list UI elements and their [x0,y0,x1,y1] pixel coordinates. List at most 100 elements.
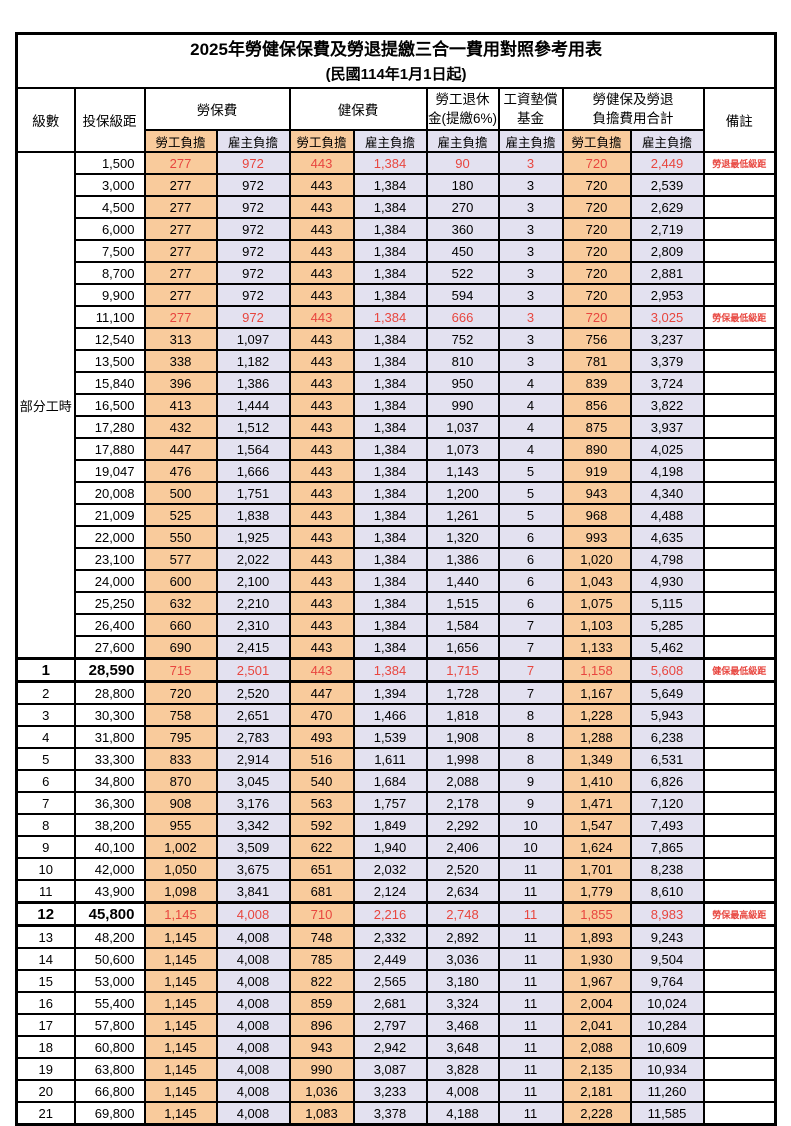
total-employer-cell: 10,284 [629,1013,705,1037]
labor-employer-cell: 4,008 [215,969,291,993]
total-worker-cell: 993 [561,525,632,549]
health-employer-cell: 1,384 [352,525,428,549]
pension-employer-cell: 2,892 [425,924,500,949]
pension-employer-cell: 3,828 [425,1057,500,1081]
health-employer-cell: 1,384 [352,173,428,197]
labor-employer-cell: 1,925 [215,525,291,549]
health-employer-cell: 1,384 [352,657,428,683]
total-employer-cell: 5,115 [629,591,705,615]
total-employer-cell: 4,930 [629,569,705,593]
labor-worker-cell: 277 [143,305,218,329]
bracket-cell: 66,800 [73,1079,146,1103]
total-worker-cell: 1,043 [561,569,632,593]
pension-employer-cell: 752 [425,327,500,351]
labor-worker-cell: 1,145 [143,947,218,971]
total-employer-cell: 10,609 [629,1035,705,1059]
bracket-cell: 27,600 [73,635,146,660]
labor-employer-cell: 972 [215,151,291,175]
health-worker-cell: 443 [288,525,355,549]
table-row: 2 28,800 720 2,520 447 1,394 1,728 7 1,167 5,649 [15,680,777,705]
health-worker-cell: 443 [288,349,355,373]
table-row: 16,500 413 1,444 443 1,384 990 4 856 3,822 [17,393,777,417]
pension-employer-cell: 990 [425,393,500,417]
pension-group-header: 勞工退休 金(提繳6%) [425,87,500,131]
pension-employer-cell: 1,143 [425,459,500,483]
health-employer-cell: 1,384 [352,393,428,417]
remark-cell [702,680,777,705]
labor-worker-cell: 908 [143,791,218,815]
bracket-cell: 3,000 [73,173,146,197]
labor-employer-cell: 1,838 [215,503,291,527]
labor-employer-cell: 2,520 [215,680,291,705]
total-worker-cell: 720 [561,217,632,241]
wage-fund-employer-cell: 3 [497,173,564,197]
health-employer-cell: 2,942 [352,1035,428,1059]
header-sub-row: 勞工負擔 雇主負擔 勞工負擔 雇主負擔 雇主負擔 雇主負擔 勞工負擔 雇主負擔 [17,129,776,153]
pension-employer-cell: 1,656 [425,635,500,660]
level-cell: 3 [15,703,76,727]
health-employer-cell: 1,684 [352,769,428,793]
labor-worker-cell: 720 [143,680,218,705]
total-employer-cell: 2,953 [629,283,705,307]
table-row: 部分工時 1,500 277 972 443 1,384 90 3 720 2,449 勞退最低級距 [15,151,777,660]
labor-employer-cell: 1,444 [215,393,291,417]
health-worker-cell: 990 [288,1057,355,1081]
total-employer-cell: 6,238 [629,725,705,749]
health-worker-cell: 443 [288,503,355,527]
health-employer-cell: 1,384 [352,305,428,329]
wage-fund-employer-cell: 3 [497,151,564,175]
health-employer-cell: 1,384 [352,613,428,637]
labor-employer-cell: 2,501 [215,657,291,683]
total-employer-cell: 5,462 [629,635,705,660]
health-employer-cell: 1,384 [352,547,428,571]
total-employer-cell: 4,198 [629,459,705,483]
total-employer-cell: 8,983 [629,901,705,927]
remark-cell [702,371,777,395]
bracket-cell: 45,800 [73,901,146,927]
health-worker-cell: 443 [288,569,355,593]
total-employer-cell: 6,531 [629,747,705,771]
labor-employer-cell: 4,008 [215,991,291,1015]
labor-worker-cell: 550 [143,525,218,549]
labor-worker-cell: 525 [143,503,218,527]
table-row: 5 33,300 833 2,914 516 1,611 1,998 8 1,349 6,531 [15,747,777,771]
table-row: 20,008 500 1,751 443 1,384 1,200 5 943 4,340 [17,481,777,505]
wage-fund-employer-cell: 7 [497,657,564,683]
health-employer-cell: 2,565 [352,969,428,993]
total-worker-cell: 1,288 [561,725,632,749]
wage-fund-employer-cell: 6 [497,591,564,615]
pension-employer-cell: 666 [425,305,500,329]
health-employer-cell: 2,332 [352,924,428,949]
pension-employer-cell: 1,584 [425,613,500,637]
wage-fund-employer-cell: 3 [497,261,564,285]
table-row: 16 55,400 1,145 4,008 859 2,681 3,324 11 2,004 10… [15,991,777,1015]
labor-worker-cell: 1,145 [143,1013,218,1037]
bracket-cell: 6,000 [73,217,146,241]
remark-cell [702,947,777,971]
labor-employer-cell: 3,045 [215,769,291,793]
remark-cell [702,725,777,749]
health-worker-cell: 1,083 [288,1101,355,1126]
labor-worker-cell: 1,098 [143,879,218,904]
total-worker-cell: 2,041 [561,1013,632,1037]
labor-worker-cell: 870 [143,769,218,793]
total-worker-cell: 1,624 [561,835,632,859]
health-worker-cell: 540 [288,769,355,793]
labor-employer-cell: 1,751 [215,481,291,505]
pension-employer-cell: 2,634 [425,879,500,904]
pension-employer-cell: 2,406 [425,835,500,859]
total-worker-cell: 1,779 [561,879,632,904]
bracket-cell: 17,880 [73,437,146,461]
remark-cell [702,569,777,593]
level-cell: 9 [15,835,76,859]
pension-employer-cell: 1,386 [425,547,500,571]
wage-fund-employer-cell: 10 [497,813,564,837]
labor-worker-cell: 432 [143,415,218,439]
table-row: 11,100 277 972 443 1,384 666 3 720 3,025 勞保最低級距 [17,305,777,329]
health-worker-cell: 443 [288,415,355,439]
level-cell: 15 [15,969,76,993]
labor-worker-cell: 447 [143,437,218,461]
bracket-cell: 48,200 [73,924,146,949]
total-employer-cell: 2,881 [629,261,705,285]
total-worker-cell: 919 [561,459,632,483]
